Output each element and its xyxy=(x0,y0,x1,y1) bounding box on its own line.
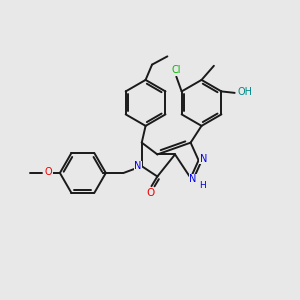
Text: N: N xyxy=(200,154,207,164)
Text: OH: OH xyxy=(238,87,253,97)
Text: N: N xyxy=(134,161,142,171)
Text: Cl: Cl xyxy=(172,65,181,75)
Text: O: O xyxy=(44,167,52,177)
Text: N: N xyxy=(189,174,197,184)
Text: O: O xyxy=(147,188,155,198)
Text: H: H xyxy=(200,181,206,190)
